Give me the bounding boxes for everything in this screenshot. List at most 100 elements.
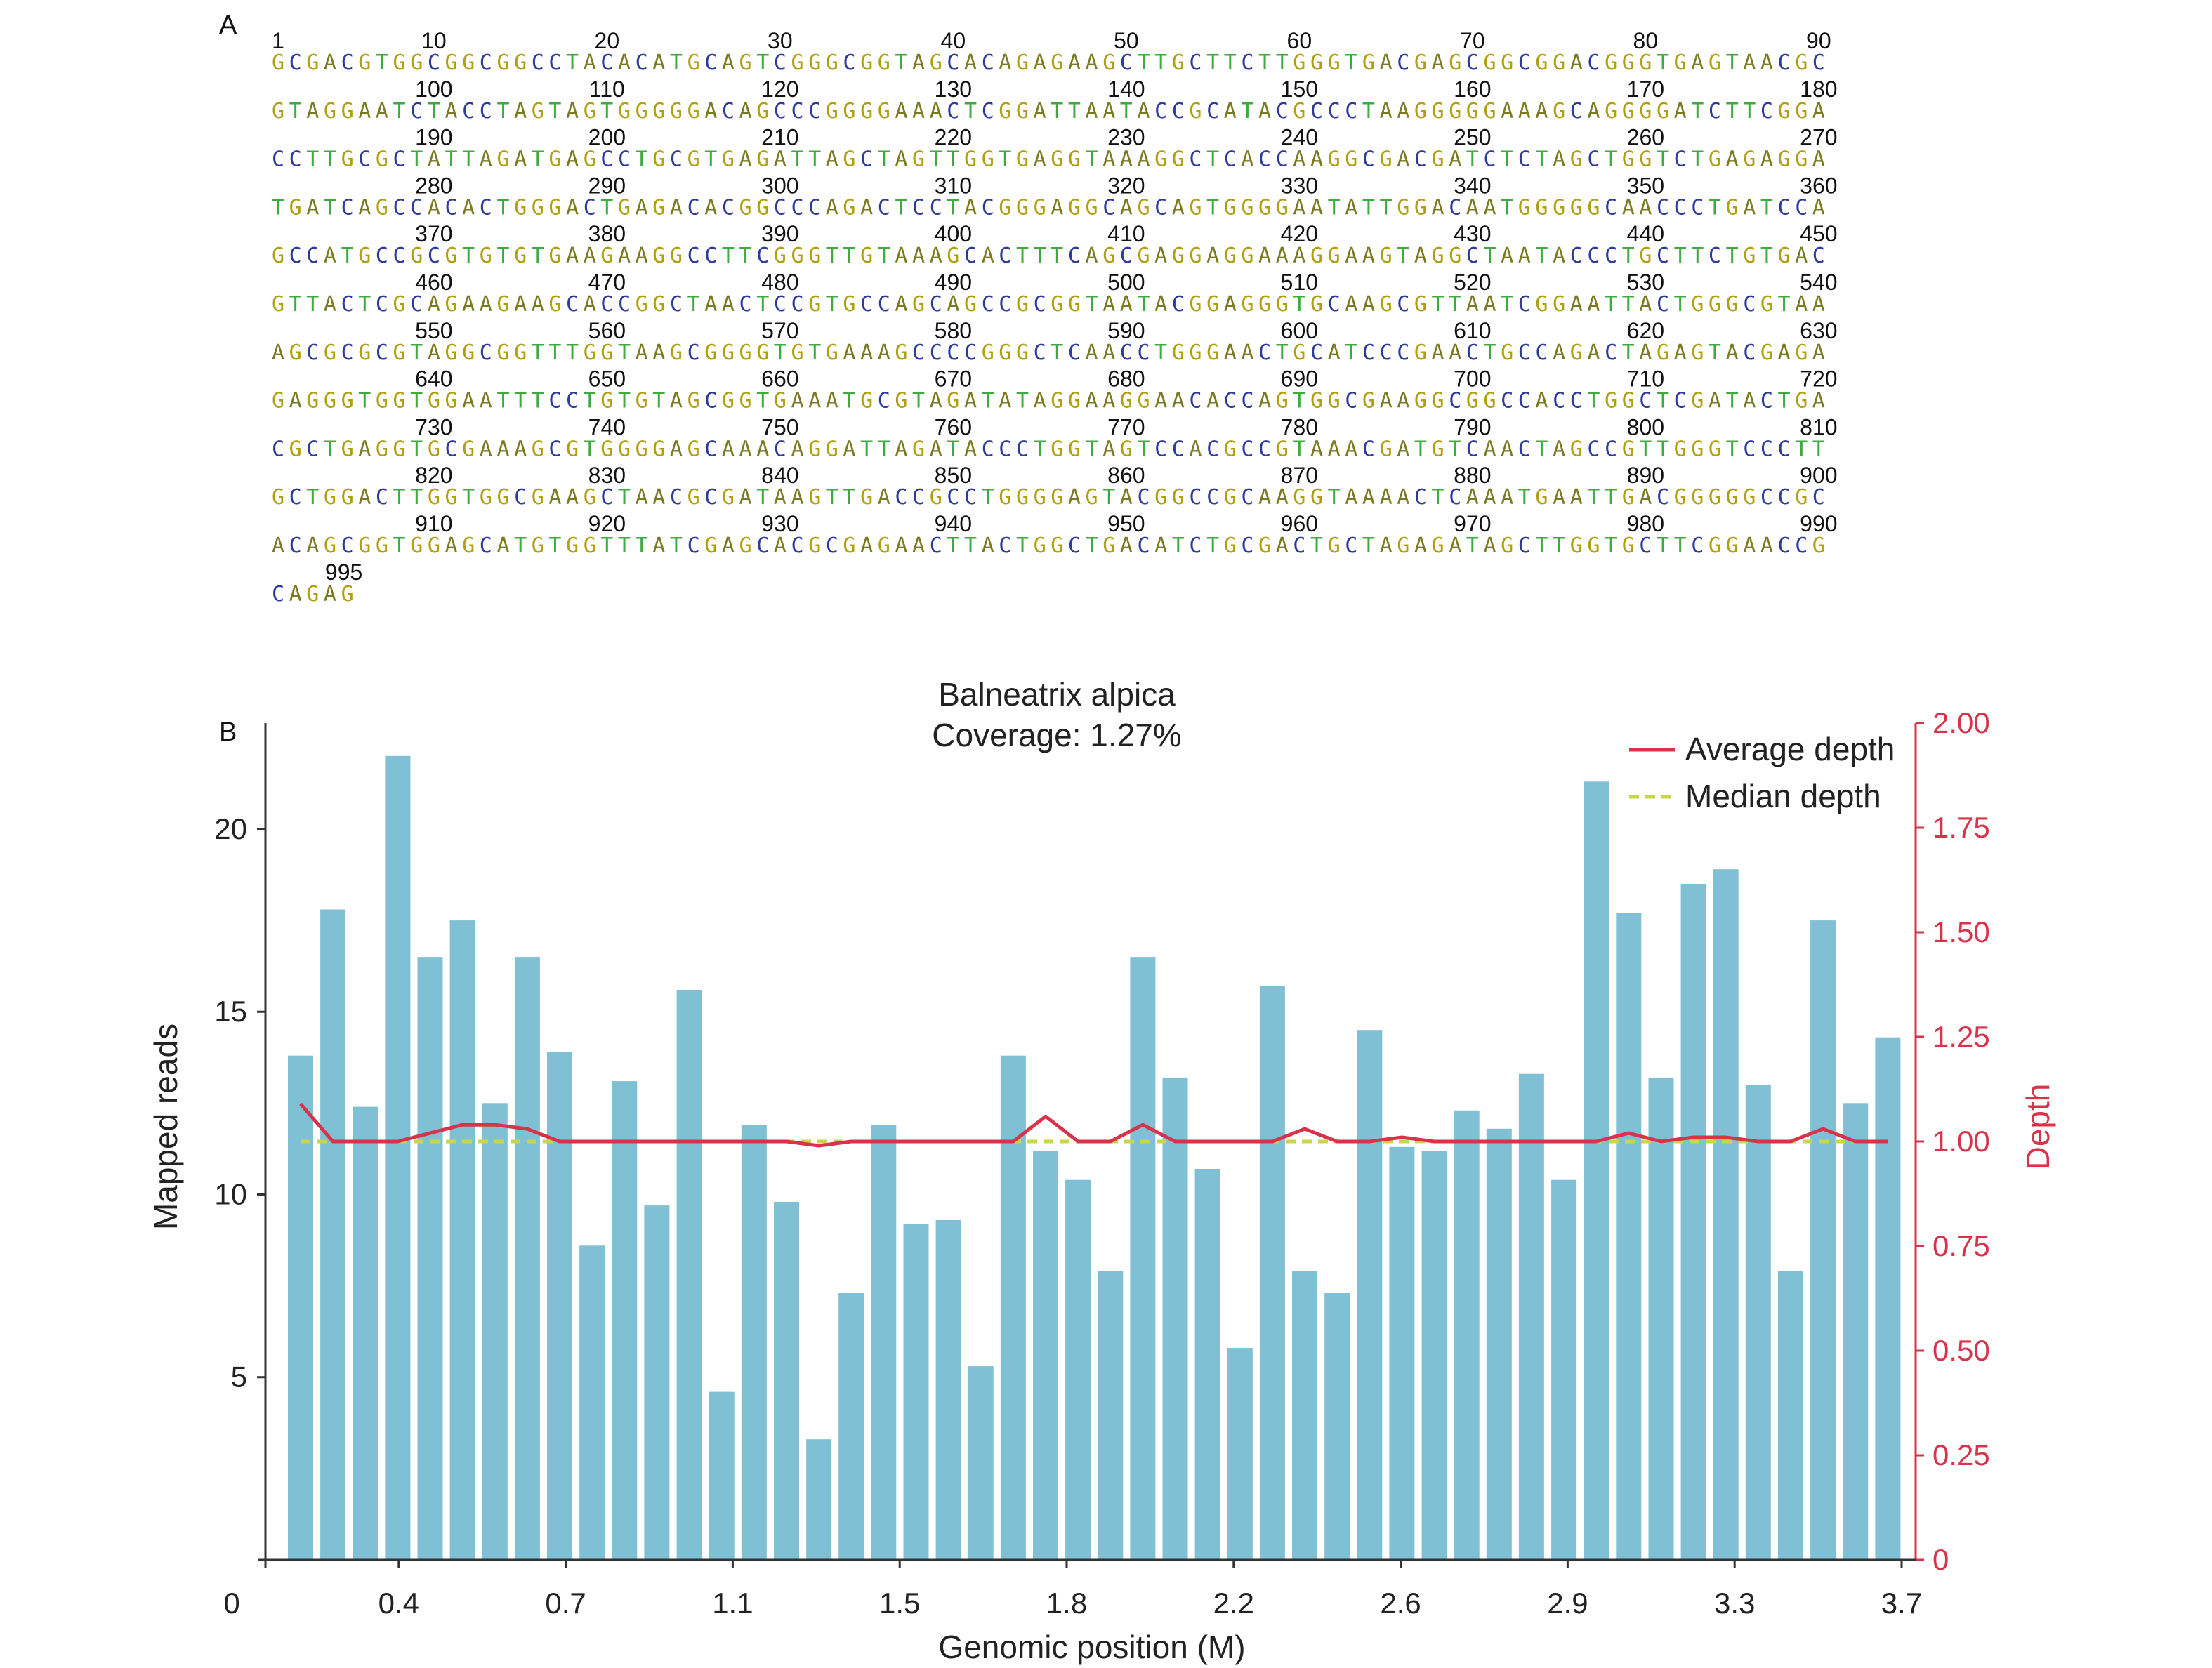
position-label: 240 (1281, 125, 1318, 150)
bar (1518, 1073, 1544, 1560)
position-label: 880 (1454, 463, 1491, 488)
position-label: 810 (1800, 414, 1837, 439)
y2-tick-label: 1.50 (1933, 915, 1990, 948)
position-label-start: 1 (272, 28, 284, 53)
y2-tick-label: 0.50 (1933, 1334, 1990, 1367)
position-label: 790 (1454, 414, 1491, 439)
bar (514, 957, 540, 1560)
bar (1810, 920, 1836, 1560)
bar (1486, 1128, 1512, 1560)
position-label: 800 (1627, 414, 1664, 439)
position-label: 990 (1800, 511, 1837, 536)
y-axis-label: Mapped reads (147, 1024, 184, 1230)
average-depth-line (299, 1102, 1888, 1148)
position-label: 840 (761, 463, 798, 488)
y2-tick-label: 0 (1933, 1543, 1949, 1576)
position-label: 960 (1281, 511, 1318, 536)
position-label: 480 (761, 270, 798, 295)
bar (1065, 1179, 1091, 1560)
bar (1875, 1037, 1901, 1560)
y2-axis-label: Depth (2020, 1084, 2056, 1170)
position-label: 550 (415, 318, 452, 343)
position-label: 410 (1107, 221, 1145, 246)
x-axis-label: Genomic position (M) (938, 1629, 1245, 1665)
position-label: 190 (415, 125, 452, 150)
position-label: 270 (1800, 125, 1837, 150)
bar (774, 1201, 799, 1560)
bar (1843, 1103, 1869, 1560)
bar (1584, 781, 1609, 1560)
left-y-ticks: 5 10 15 20 (214, 812, 265, 1394)
bar (1454, 1110, 1480, 1560)
position-label: 20 (595, 28, 620, 53)
bar (1389, 1146, 1415, 1560)
position-label: 50 (1114, 28, 1139, 53)
position-label: 920 (588, 511, 626, 536)
y2-tick-label: 0.75 (1933, 1229, 1990, 1262)
position-label: 720 (1800, 366, 1837, 392)
position-label: 780 (1281, 414, 1318, 439)
bar (1098, 1271, 1124, 1560)
position-label: 970 (1454, 511, 1491, 536)
position-label: 280 (415, 173, 452, 198)
position-label: 10 (421, 28, 447, 53)
bar (709, 1391, 735, 1560)
position-label: 680 (1107, 366, 1145, 392)
bar (1000, 1055, 1026, 1560)
bar (1648, 1077, 1674, 1560)
position-label: 490 (935, 270, 972, 295)
position-label: 170 (1627, 77, 1664, 102)
bar (320, 909, 346, 1560)
position-label: 440 (1627, 221, 1664, 246)
panel-b-coverage-chart: B Balneatrix alpica Coverage: 1.27% 5 10 1… (147, 676, 2056, 1665)
position-label: 500 (1107, 270, 1145, 295)
bars (288, 755, 1901, 1560)
position-label: 110 (589, 77, 625, 102)
x-tick-label: 0 (223, 1587, 239, 1620)
y2-tick-label: 1.75 (1933, 811, 1990, 844)
position-label: 220 (935, 125, 972, 150)
position-label: 340 (1454, 173, 1491, 198)
depth-lines (299, 1102, 1888, 1148)
x-tick-label: 2.2 (1213, 1587, 1254, 1620)
position-label: 160 (1454, 77, 1491, 102)
x-tick-label: 2.6 (1380, 1587, 1421, 1620)
position-label: 290 (588, 173, 626, 198)
position-label: 860 (1107, 463, 1145, 488)
x-tick-label: 0.4 (378, 1587, 419, 1620)
panel-a-label: A (219, 11, 237, 40)
y2-tick-label: 1.25 (1933, 1020, 1990, 1053)
bar (449, 920, 475, 1560)
position-label: 40 (941, 28, 966, 53)
position-label: 180 (1800, 77, 1837, 102)
position-label: 910 (415, 511, 452, 536)
bar (579, 1245, 605, 1560)
x-ticks: 0 0.4 0.7 1.1 1.5 1.8 2.2 2.6 2.9 3.3 3.7 (223, 1560, 1922, 1620)
position-label: 130 (935, 77, 972, 102)
bar (1745, 1085, 1771, 1560)
bar (871, 1125, 897, 1560)
position-label: 690 (1281, 366, 1318, 392)
bar (968, 1366, 994, 1560)
position-label: 90 (1806, 28, 1831, 53)
position-label: 60 (1287, 28, 1312, 53)
legend: Average depth Median depth (1629, 731, 1895, 814)
bar (1227, 1348, 1253, 1560)
bar (676, 990, 702, 1560)
position-label: 560 (588, 318, 626, 343)
position-label: 600 (1281, 318, 1318, 343)
bar (1357, 1030, 1383, 1560)
position-labels: 10 20 30 40 50 60 70 80 90 100 110 120 130 140 150 160 1… (272, 28, 1837, 585)
bar (1033, 1151, 1058, 1560)
x-tick-label: 3.3 (1714, 1587, 1755, 1620)
bar (482, 1103, 508, 1560)
position-label: 390 (761, 221, 798, 246)
